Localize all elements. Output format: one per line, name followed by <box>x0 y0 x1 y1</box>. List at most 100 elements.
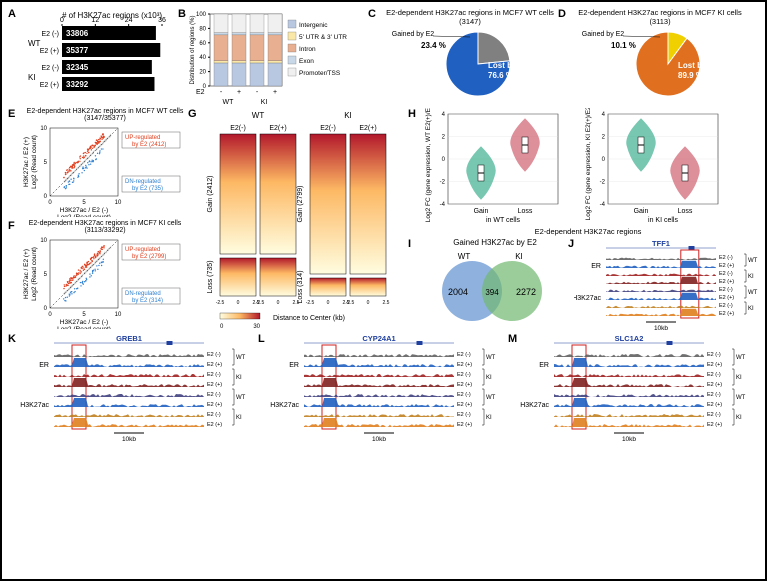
svg-text:WT: WT <box>252 111 265 120</box>
svg-text:E2(-): E2(-) <box>320 125 336 132</box>
svg-text:100: 100 <box>196 12 207 18</box>
svg-text:-: - <box>256 89 259 96</box>
svg-text:0: 0 <box>442 157 446 163</box>
svg-text:-2.5: -2.5 <box>306 300 315 306</box>
svg-text:89.9 %: 89.9 % <box>678 71 703 80</box>
svg-text:0: 0 <box>602 157 606 163</box>
svg-text:0: 0 <box>277 300 280 306</box>
svg-text:60: 60 <box>199 41 206 47</box>
svg-text:E2 (-): E2 (-) <box>207 392 221 398</box>
e-title: E2-dependent H3K27ac regions in MCF7 WT … <box>22 108 188 122</box>
svg-text:# of H3K27ac regions (x10³): # of H3K27ac regions (x10³) <box>62 11 162 20</box>
svg-text:by E2 (2799): by E2 (2799) <box>132 254 166 260</box>
svg-text:Gained by E2: Gained by E2 <box>392 31 435 38</box>
svg-text:E2 (+): E2 (+) <box>719 263 734 269</box>
svg-text:E2 (+): E2 (+) <box>457 422 472 428</box>
svg-text:by E2 (314): by E2 (314) <box>132 298 163 304</box>
panel-label-k: K <box>8 333 16 345</box>
svg-text:E2 (-): E2 (-) <box>207 352 221 358</box>
svg-text:E2 (+): E2 (+) <box>457 362 472 368</box>
svg-text:WT: WT <box>236 395 246 401</box>
svg-text:+: + <box>237 89 241 96</box>
svg-text:E2 (-): E2 (-) <box>457 352 471 358</box>
svg-text:0: 0 <box>60 17 64 24</box>
svg-text:2272: 2272 <box>516 287 536 297</box>
svg-text:ER: ER <box>39 362 49 369</box>
svg-text:E2 (+): E2 (+) <box>707 422 722 428</box>
panel-h: H -4-2024GainLossin WT cellsLog2 FC (gen… <box>408 108 758 238</box>
svg-text:0: 0 <box>48 200 52 206</box>
panel-label-a: A <box>8 8 16 20</box>
svg-text:H3K27ac: H3K27ac <box>520 402 549 409</box>
svg-text:10kb: 10kb <box>122 436 136 443</box>
svg-text:H3K27ac: H3K27ac <box>20 402 49 409</box>
svg-text:12: 12 <box>91 17 99 24</box>
svg-text:Log2 (Read count): Log2 (Read count) <box>57 214 111 217</box>
svg-text:H3K27ac: H3K27ac <box>270 402 299 409</box>
svg-text:Gain: Gain <box>474 208 489 215</box>
svg-text:KI: KI <box>236 415 242 421</box>
svg-text:E2 (-): E2 (-) <box>457 392 471 398</box>
svg-text:E2-dependent H3K27ac regions: E2-dependent H3K27ac regions <box>535 227 642 236</box>
panel-label-g: G <box>188 108 197 120</box>
svg-text:E2 (-): E2 (-) <box>707 412 721 418</box>
svg-text:-2.5: -2.5 <box>216 300 225 306</box>
svg-text:WT: WT <box>748 290 758 296</box>
svg-text:WT: WT <box>28 39 41 48</box>
svg-text:WT: WT <box>736 395 746 401</box>
svg-text:KI: KI <box>486 415 492 421</box>
svg-text:ER: ER <box>539 362 549 369</box>
panel-label-i: I <box>408 238 411 250</box>
svg-text:2: 2 <box>602 135 606 141</box>
svg-text:10kb: 10kb <box>622 436 636 443</box>
svg-text:in KI cells: in KI cells <box>648 217 678 224</box>
svg-text:10.1 %: 10.1 % <box>611 41 636 50</box>
svg-text:E2 (-): E2 (-) <box>457 412 471 418</box>
svg-text:KI: KI <box>236 375 242 381</box>
panel-label-h: H <box>408 108 416 120</box>
svg-text:-2.5: -2.5 <box>256 300 265 306</box>
svg-text:E2 (+): E2 (+) <box>457 382 472 388</box>
panel-l: L CYP24A1E2 (-)E2 (+)E2 (-)E2 (+)E2 (-)E… <box>258 333 508 453</box>
svg-text:E2 (-): E2 (-) <box>719 255 733 261</box>
svg-text:E2 (+): E2 (+) <box>40 48 59 55</box>
svg-text:10: 10 <box>115 312 122 318</box>
svg-text:0: 0 <box>367 300 370 306</box>
svg-text:30: 30 <box>253 324 260 330</box>
svg-text:Distance to Center (kb): Distance to Center (kb) <box>273 315 345 322</box>
svg-text:-4: -4 <box>440 202 446 208</box>
panel-label-e: E <box>8 108 15 120</box>
f-title: E2-dependent H3K27ac regions in MCF7 KI … <box>22 220 188 234</box>
svg-text:SLC1A2: SLC1A2 <box>615 334 644 343</box>
panel-e: E E2-dependent H3K27ac regions in MCF7 W… <box>8 108 188 220</box>
svg-text:0: 0 <box>220 324 224 330</box>
svg-text:20: 20 <box>199 70 206 76</box>
svg-text:Log2 (Read count): Log2 (Read count) <box>57 326 111 329</box>
svg-text:-4: -4 <box>600 202 606 208</box>
svg-text:Distribution of regions (%): Distribution of regions (%) <box>190 15 196 84</box>
svg-text:5: 5 <box>82 312 86 318</box>
svg-text:Loss (314): Loss (314) <box>297 270 304 303</box>
svg-text:+: + <box>273 89 277 96</box>
panel-label-l: L <box>258 333 265 345</box>
svg-text:E2 (+): E2 (+) <box>719 279 734 285</box>
svg-text:2.5: 2.5 <box>383 300 390 306</box>
panel-label-b: B <box>178 8 186 20</box>
svg-text:GREB1: GREB1 <box>116 334 142 343</box>
panel-label-f: F <box>8 220 15 232</box>
svg-text:KI: KI <box>748 306 754 312</box>
svg-text:Gain: Gain <box>634 208 649 215</box>
c-title: E2-dependent H3K27ac regions in MCF7 WT … <box>382 8 558 26</box>
svg-text:5' UTR & 3' UTR: 5' UTR & 3' UTR <box>299 34 347 41</box>
svg-text:5: 5 <box>44 272 48 278</box>
svg-text:0: 0 <box>48 312 52 318</box>
svg-text:by E2 (2412): by E2 (2412) <box>132 142 166 148</box>
svg-text:5: 5 <box>44 160 48 166</box>
svg-text:KI: KI <box>486 375 492 381</box>
svg-text:0: 0 <box>44 306 48 312</box>
svg-text:24: 24 <box>125 17 133 24</box>
svg-text:H3K27ac / E2 (+): H3K27ac / E2 (+) <box>23 137 30 187</box>
svg-text:E2 (-): E2 (-) <box>719 287 733 293</box>
svg-text:ER: ER <box>591 263 601 270</box>
svg-text:E2 (+): E2 (+) <box>707 402 722 408</box>
